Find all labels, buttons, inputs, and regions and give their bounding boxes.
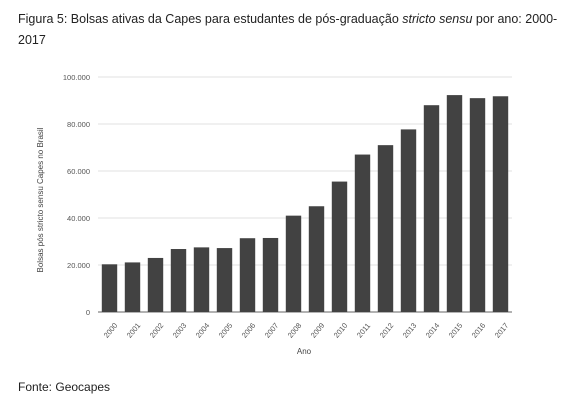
bar-2012	[377, 145, 394, 312]
y-tick-label: 40.000	[67, 214, 90, 223]
bar-2010	[331, 181, 348, 312]
figure-title: Figura 5: Bolsas ativas da Capes para es…	[18, 9, 558, 51]
bar-2016	[469, 98, 486, 313]
x-tick-label: 2004	[194, 321, 212, 340]
x-tick-label: 2003	[171, 321, 189, 340]
figure-title-emphasis: stricto sensu	[402, 12, 473, 26]
y-axis-label: Bolsas pós stricto sensu Capes no Brasil	[36, 127, 45, 272]
x-axis-label: Ano	[297, 347, 312, 356]
bar-2005	[216, 248, 233, 312]
source-note: Fonte: Geocapes	[18, 380, 111, 394]
bar-2017	[492, 96, 509, 313]
bar-2008	[285, 215, 302, 312]
figure-title-suffix: por ano: 2000-2017	[18, 12, 558, 47]
x-tick-label: 2010	[332, 321, 350, 340]
y-tick-label: 20.000	[67, 261, 90, 270]
y-tick-label: 0	[86, 308, 90, 317]
y-tick-label: 100.000	[63, 73, 90, 82]
x-tick-label: 2007	[263, 321, 281, 340]
bar-2001	[124, 262, 141, 312]
x-tick-label: 2005	[217, 321, 235, 340]
x-tick-label: 2014	[424, 321, 442, 340]
x-tick-label: 2017	[493, 321, 511, 340]
bar-2003	[170, 249, 187, 312]
bar-2013	[400, 129, 417, 312]
x-tick-label: 2000	[102, 321, 120, 340]
y-axis-ticks: 0 20.000 40.000 60.000 80.000 100.000	[63, 73, 90, 317]
x-axis-ticks: 2000 2001 2002 2003 2004 2005 2006 2007 2008 2009…	[102, 321, 511, 340]
bar-2006	[239, 238, 256, 312]
bar-2000	[101, 264, 118, 312]
x-tick-label: 2013	[401, 321, 419, 340]
bar-2002	[147, 257, 164, 312]
x-tick-label: 2002	[148, 321, 166, 340]
y-tick-label: 80.000	[67, 120, 90, 129]
x-tick-label: 2015	[447, 321, 465, 340]
x-tick-label: 2006	[240, 321, 258, 340]
x-tick-label: 2016	[470, 321, 488, 340]
x-tick-label: 2001	[125, 321, 143, 340]
bar-2004	[193, 247, 210, 312]
x-tick-label: 2012	[378, 321, 396, 340]
bar-2014	[423, 105, 440, 312]
x-tick-label: 2008	[286, 321, 304, 340]
figure-title-prefix: Figura 5: Bolsas ativas da Capes para es…	[18, 12, 403, 26]
bar-2007	[262, 237, 279, 312]
bar-2009	[308, 206, 325, 312]
x-tick-label: 2009	[309, 321, 327, 340]
y-tick-label: 60.000	[67, 167, 90, 176]
bars	[101, 95, 509, 313]
gridlines	[98, 76, 512, 313]
bar-2011	[354, 154, 371, 312]
x-tick-label: 2011	[355, 321, 372, 339]
bar-2015	[446, 95, 463, 312]
